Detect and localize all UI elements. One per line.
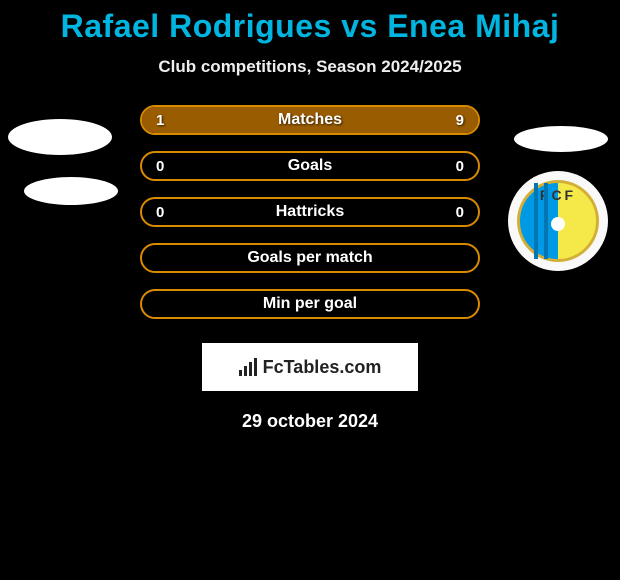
stat-label: Hattricks [276,203,344,221]
source-logo: FcTables.com [202,343,418,391]
stat-row: Min per goal [140,289,480,319]
stat-right-value: 0 [456,204,464,221]
page-title: Rafael Rodrigues vs Enea Mihaj [0,8,620,45]
stat-label: Matches [278,111,342,129]
club2-badge: FCF [508,171,608,271]
club1-badge [24,177,118,205]
stat-left-value: 0 [156,204,164,221]
stats-rows: 1 Matches 9 0 Goals 0 0 Hattricks 0 Goals per mat… [140,105,480,319]
stat-label: Goals per match [247,249,372,267]
source-logo-text: FcTables.com [263,357,382,378]
stat-row: 0 Goals 0 [140,151,480,181]
stat-row: 0 Hattricks 0 [140,197,480,227]
stat-label: Min per goal [263,295,357,313]
stat-row: 1 Matches 9 [140,105,480,135]
player2-avatar [514,126,608,152]
club2-badge-text: FCF [520,187,596,203]
stat-label: Goals [288,157,332,175]
player1-avatar [8,119,112,155]
chart-icon [239,358,257,376]
subtitle: Club competitions, Season 2024/2025 [0,57,620,77]
stat-right-value: 0 [456,158,464,175]
stat-left-value: 0 [156,158,164,175]
stat-left-value: 1 [156,112,164,129]
date-label: 29 october 2024 [0,411,620,432]
stat-right-value: 9 [456,112,464,129]
stat-row: Goals per match [140,243,480,273]
